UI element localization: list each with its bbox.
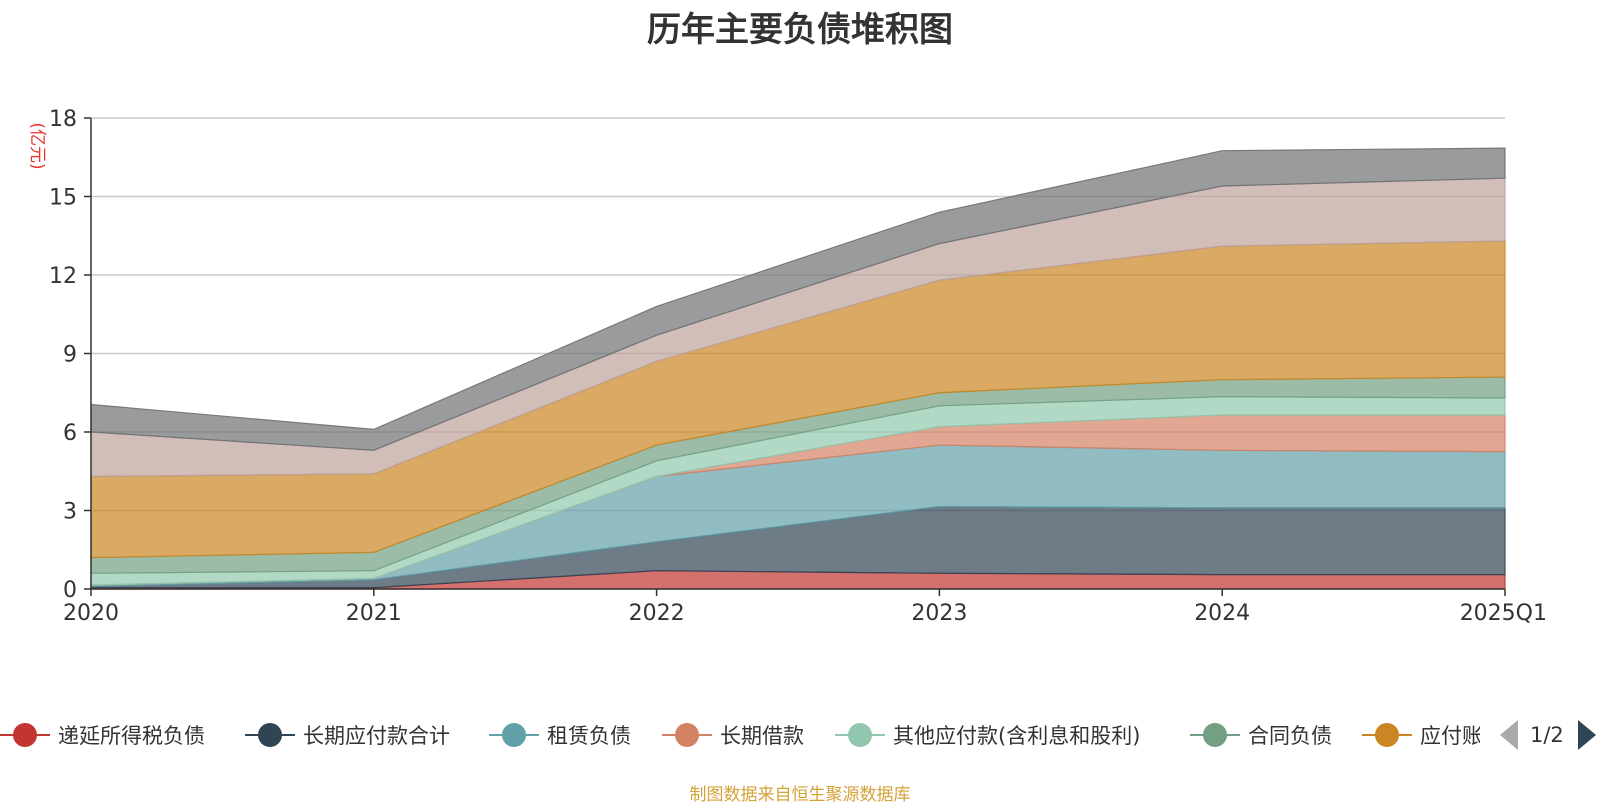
x-tick-label: 2021	[346, 601, 402, 626]
x-tick-label: 2020	[63, 601, 119, 626]
legend-swatch-icon	[489, 718, 539, 752]
legend-label: 租赁负债	[547, 724, 631, 748]
legend-page-indicator: 1/2	[1530, 723, 1564, 747]
legend-swatch-icon	[1362, 718, 1412, 752]
source-note: 制图数据来自恒生聚源数据库	[689, 785, 911, 805]
axes: 0 3 6 9 12 15 18 2020 2021 2022 2023 2024 2025Q1	[49, 107, 1547, 626]
legend-prev-page-icon[interactable]	[1500, 720, 1518, 750]
legend-next-page-icon[interactable]	[1577, 720, 1596, 750]
legend-item-长期借款[interactable]: 长期借款	[662, 718, 804, 752]
x-tick-label: 2022	[629, 601, 685, 626]
y-axis-unit-label: (亿元)	[27, 122, 47, 169]
legend-label: 其他应付款(含利息和股利)	[893, 724, 1141, 748]
area-series-layer	[90, 147, 1506, 590]
legend-swatch-icon	[1190, 718, 1240, 752]
y-tick-label: 6	[63, 421, 77, 446]
legend-label: 长期借款	[720, 724, 804, 748]
legend-pager: 1/2	[1500, 718, 1596, 752]
y-tick-label: 12	[49, 264, 77, 289]
legend-item-租赁负债[interactable]: 租赁负债	[489, 718, 631, 752]
y-tick-label: 9	[63, 343, 77, 368]
x-tick-label: 2023	[911, 601, 967, 626]
legend-item-递延所得税负债[interactable]: 递延所得税负债	[0, 718, 205, 752]
legend-item-应付账款[interactable]: 应付账款	[1362, 718, 1480, 752]
y-tick-label: 18	[49, 107, 77, 132]
legend: 递延所得税负债 长期应付款合计 租赁负债 长期借款 其他应付款(含利息和股利) 合同负债 应…	[0, 718, 1480, 752]
legend-label: 应付账款	[1420, 724, 1480, 748]
y-tick-label: 3	[63, 500, 77, 525]
y-tick-label: 0	[63, 578, 77, 603]
legend-label: 合同负债	[1248, 724, 1332, 748]
x-tick-label: 2024	[1194, 601, 1250, 626]
legend-label: 长期应付款合计	[303, 724, 450, 748]
area-series-其他负债[interactable]	[90, 147, 1506, 451]
y-tick-label: 15	[49, 186, 77, 211]
legend-swatch-icon	[662, 718, 712, 752]
x-tick-label: 2025Q1	[1460, 601, 1547, 626]
legend-swatch-icon	[835, 718, 885, 752]
legend-item-其他应付款含利息和股利[interactable]: 其他应付款(含利息和股利)	[835, 718, 1140, 752]
legend-item-长期应付款合计[interactable]: 长期应付款合计	[245, 718, 450, 752]
legend-label: 递延所得税负债	[58, 724, 205, 748]
legend-item-合同负债[interactable]: 合同负债	[1190, 718, 1332, 752]
legend-swatch-icon	[0, 718, 50, 752]
legend-swatch-icon	[245, 718, 295, 752]
chart-title: 历年主要负债堆积图	[647, 10, 953, 50]
